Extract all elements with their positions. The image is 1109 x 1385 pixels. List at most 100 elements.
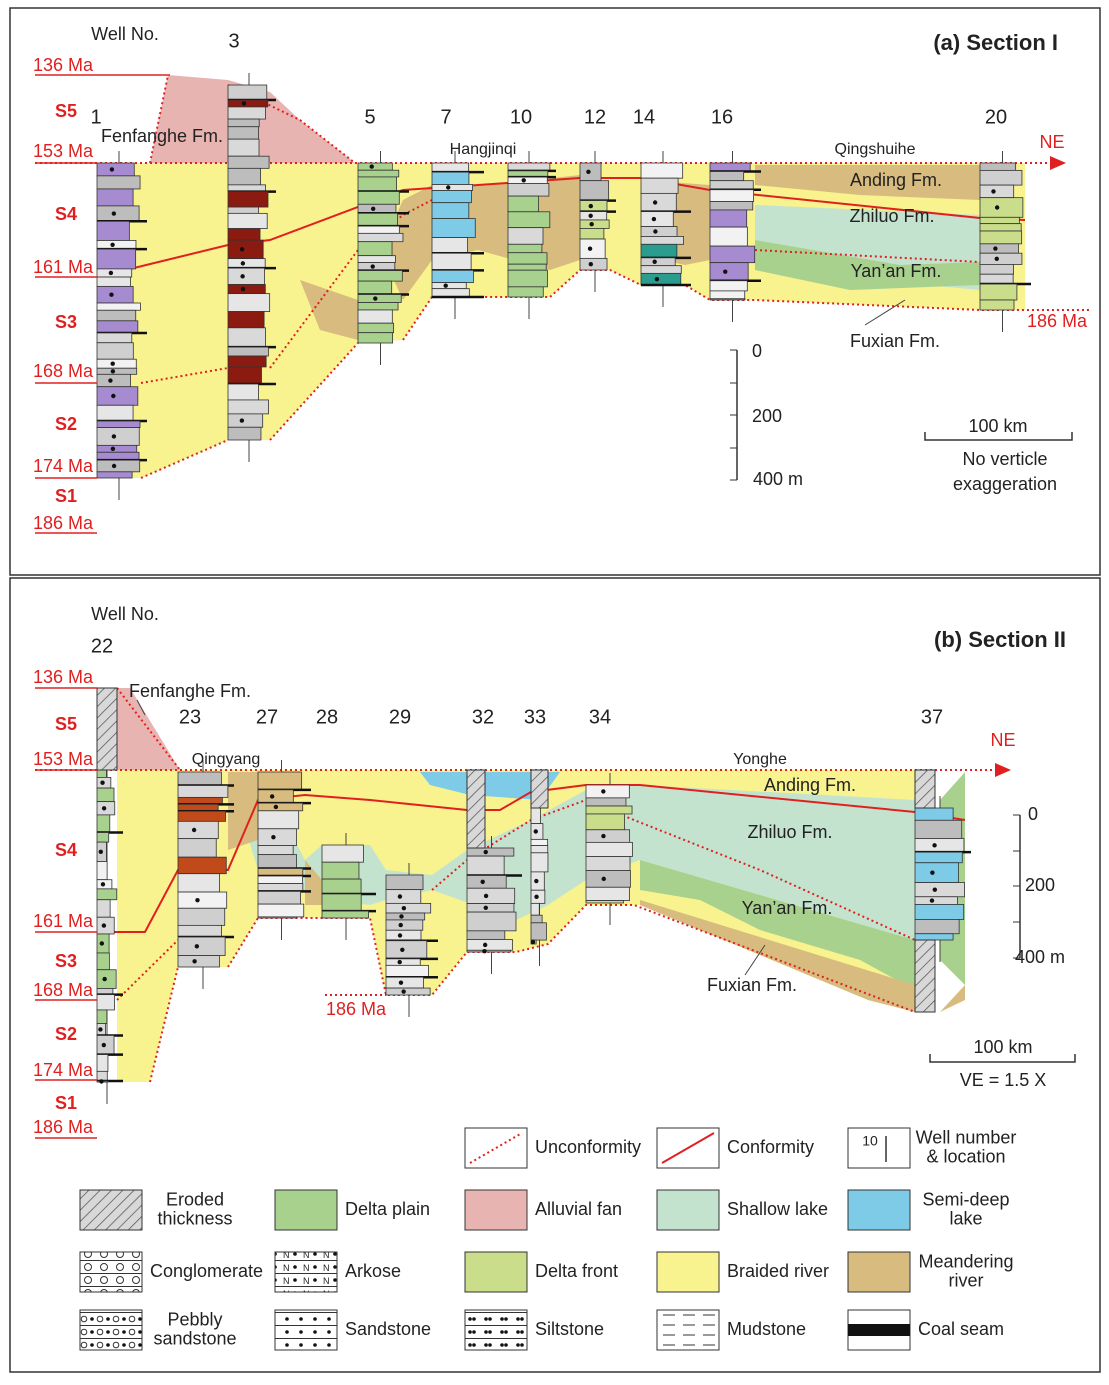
grain bbox=[241, 101, 247, 106]
bed bbox=[177, 771, 222, 786]
bed bbox=[914, 919, 960, 935]
grain bbox=[110, 242, 115, 247]
bed bbox=[96, 832, 110, 843]
bed bbox=[979, 223, 1022, 232]
bed bbox=[227, 155, 270, 169]
bed bbox=[96, 320, 139, 334]
bed bbox=[257, 875, 303, 884]
sequence: S2 bbox=[55, 414, 77, 434]
grain bbox=[397, 933, 403, 938]
sequence: S3 bbox=[55, 312, 77, 332]
bed bbox=[979, 169, 1023, 186]
bed bbox=[357, 309, 393, 324]
bed bbox=[177, 810, 226, 822]
bed bbox=[709, 171, 745, 182]
age-label: 168 Ma bbox=[33, 980, 94, 1000]
well-number: 33 bbox=[524, 706, 546, 728]
eroded bbox=[914, 939, 936, 1013]
bed bbox=[227, 84, 268, 101]
bed bbox=[709, 280, 748, 292]
bed bbox=[96, 220, 130, 241]
bed bbox=[709, 180, 754, 191]
formation: Yan’an Fm. bbox=[851, 261, 942, 281]
bed bbox=[96, 420, 141, 428]
direction: NE bbox=[1039, 132, 1064, 152]
bed bbox=[257, 854, 298, 869]
grain bbox=[930, 870, 935, 875]
grain bbox=[400, 947, 405, 952]
bed bbox=[177, 820, 219, 840]
bed bbox=[96, 814, 111, 833]
grain bbox=[588, 261, 594, 267]
bed bbox=[385, 940, 428, 960]
bed bbox=[979, 230, 1023, 245]
place: Qingyang bbox=[192, 751, 261, 768]
bed bbox=[979, 162, 1017, 171]
age-label: 168 Ma bbox=[33, 361, 94, 381]
grain bbox=[398, 922, 403, 928]
grain bbox=[101, 923, 107, 928]
well-number: 27 bbox=[256, 706, 278, 728]
bed bbox=[357, 176, 397, 192]
grain bbox=[111, 434, 117, 439]
bed bbox=[507, 252, 548, 265]
bed bbox=[431, 252, 472, 271]
bed bbox=[227, 327, 266, 348]
bed bbox=[177, 936, 226, 956]
bed bbox=[579, 200, 608, 213]
bed bbox=[385, 874, 424, 891]
legend-label: Unconformity bbox=[535, 1137, 641, 1157]
grain bbox=[446, 185, 451, 190]
bed bbox=[914, 862, 959, 883]
grain bbox=[443, 283, 448, 288]
scale-label: 400 m bbox=[1015, 947, 1065, 967]
bed bbox=[507, 286, 544, 298]
grain bbox=[240, 286, 246, 292]
grain bbox=[239, 247, 245, 252]
bed bbox=[431, 282, 467, 290]
bed bbox=[579, 219, 610, 229]
bed bbox=[257, 890, 301, 905]
bed bbox=[227, 239, 264, 260]
formation: Anding Fm. bbox=[850, 170, 942, 190]
eroded bbox=[466, 769, 486, 849]
meandering-river bbox=[305, 860, 322, 905]
bed bbox=[979, 273, 1014, 285]
bed bbox=[385, 902, 432, 914]
bed bbox=[96, 285, 134, 304]
bed bbox=[357, 212, 398, 227]
grain bbox=[100, 882, 106, 887]
grain bbox=[587, 246, 593, 251]
scale-label: 0 bbox=[752, 341, 762, 361]
panel-b-frame bbox=[9, 577, 1101, 1373]
legend-swatch bbox=[274, 1189, 338, 1231]
age-label: 186 Ma bbox=[33, 1117, 94, 1137]
grain bbox=[194, 944, 200, 949]
grain bbox=[932, 887, 938, 892]
legend-label: Conformity bbox=[727, 1137, 814, 1157]
bed bbox=[96, 888, 118, 901]
grain bbox=[601, 789, 606, 794]
bed bbox=[96, 1009, 108, 1024]
bed bbox=[585, 841, 633, 857]
bed bbox=[914, 933, 954, 941]
formation: Fuxian Fm. bbox=[850, 331, 940, 351]
legend-label: Meandering bbox=[918, 1251, 1013, 1271]
bed bbox=[321, 844, 364, 863]
bed bbox=[530, 922, 547, 941]
bed bbox=[227, 284, 266, 295]
bed bbox=[96, 175, 141, 190]
grain bbox=[653, 229, 658, 234]
grain bbox=[369, 164, 374, 169]
bed bbox=[177, 838, 217, 858]
legend-label: river bbox=[949, 1270, 984, 1290]
bed bbox=[96, 367, 138, 375]
bed bbox=[709, 226, 748, 247]
bed bbox=[914, 838, 965, 853]
bed bbox=[227, 118, 260, 128]
sequence: S4 bbox=[55, 204, 77, 224]
bed bbox=[96, 302, 141, 311]
scale-note: No verticle bbox=[962, 449, 1047, 469]
grain bbox=[533, 829, 538, 834]
grain bbox=[534, 894, 539, 899]
